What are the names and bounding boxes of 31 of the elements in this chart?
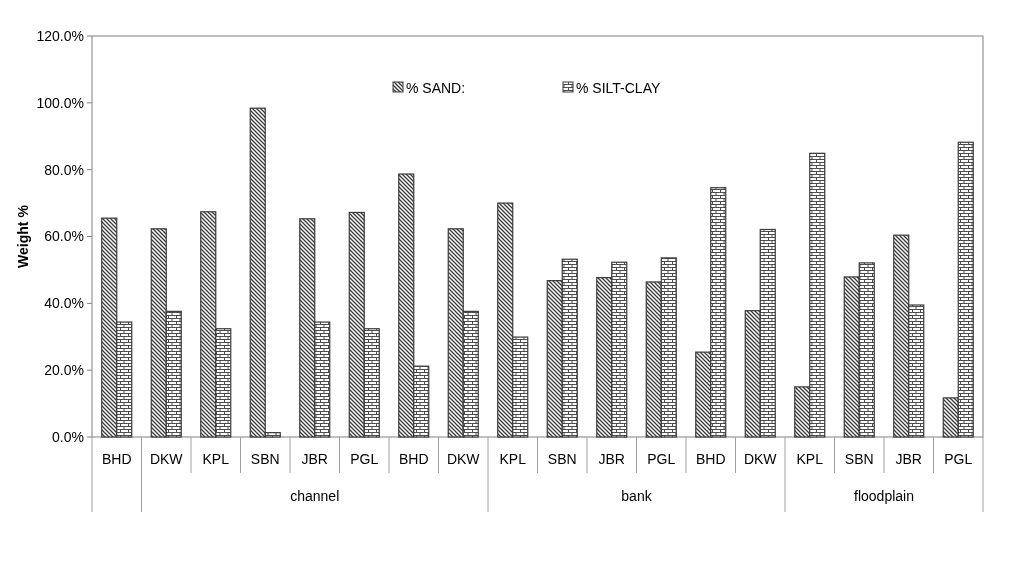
x-tick-label: JBR xyxy=(301,451,328,467)
x-tick-label: JBR xyxy=(895,451,922,467)
y-tick-label: 120.0% xyxy=(36,27,84,44)
x-tick-label: SBN xyxy=(547,451,577,467)
x-tick-label: SBN xyxy=(844,451,874,467)
x-tick-label: PGL xyxy=(350,451,379,467)
y-tick-label: 20.0% xyxy=(44,362,84,379)
x-tick-label: KPL xyxy=(499,451,527,467)
x-tick-label: BHD xyxy=(398,451,429,467)
x-tick-label: BHD xyxy=(101,451,132,467)
legend-label: % SAND: xyxy=(406,79,466,96)
x-tick-label: PGL xyxy=(944,451,973,467)
y-tick-label: 80.0% xyxy=(44,161,84,178)
x-tick-label: SBN xyxy=(250,451,280,467)
x-tick-label: DKW xyxy=(446,451,481,467)
y-tick-label: 60.0% xyxy=(44,228,84,245)
text: floodplain xyxy=(854,488,914,504)
legend-label: % SILT-CLAY xyxy=(576,79,661,96)
x-tick-label: JBR xyxy=(598,451,625,467)
y-tick-label: 100.0% xyxy=(36,94,84,111)
y-axis-title: Weight % xyxy=(15,204,31,268)
x-tick-label: PGL xyxy=(647,451,676,467)
x-tick-label: KPL xyxy=(202,451,230,467)
x-tick-label: DKW xyxy=(743,451,778,467)
x-tick-label: BHD xyxy=(695,451,726,467)
y-tick-label: 0.0% xyxy=(52,428,84,445)
x-tick-label: DKW xyxy=(149,451,184,467)
y-tick-label: 40.0% xyxy=(44,295,84,312)
x-tick-label: KPL xyxy=(796,451,824,467)
text: channel xyxy=(290,488,340,504)
text: bank xyxy=(621,488,653,504)
